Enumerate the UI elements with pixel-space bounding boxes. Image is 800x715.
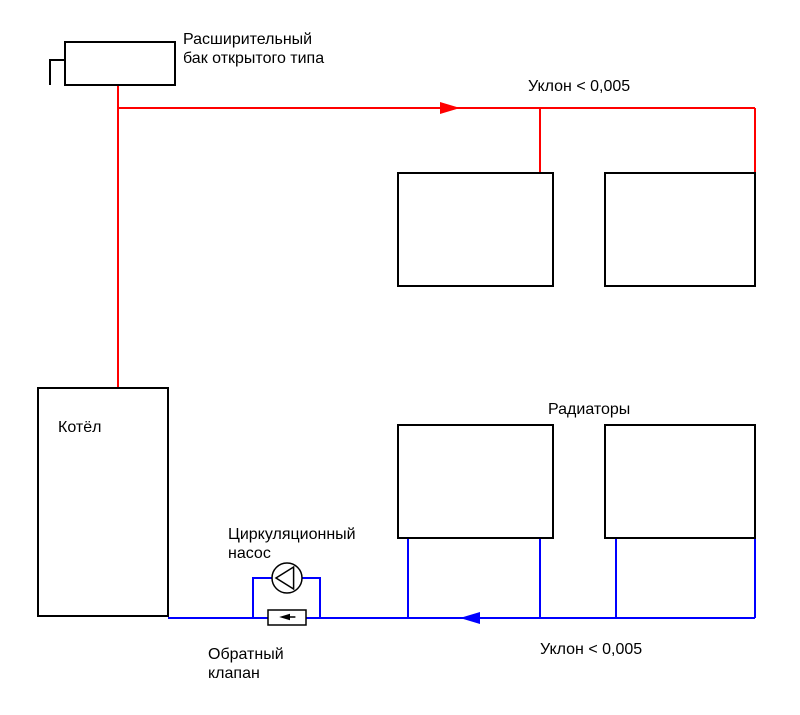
label-expansion-tank: Расширительный бак открытого типа (183, 30, 324, 68)
arrow-return_header (460, 612, 480, 624)
label-check-valve: Обратный клапан (208, 645, 284, 683)
radiator-bottom-right (605, 425, 755, 538)
radiator-top-left (398, 173, 553, 286)
label-pump: Циркуляционный насос (228, 525, 356, 563)
arrow-top_header (440, 102, 460, 114)
label-slope-top: Уклон < 0,005 (528, 77, 630, 96)
heating-diagram (0, 0, 800, 715)
expansion-tank (65, 42, 175, 85)
radiator-top-right (605, 173, 755, 286)
label-boiler: Котёл (58, 418, 101, 437)
label-slope-bottom: Уклон < 0,005 (540, 640, 642, 659)
pipe-tank_inlet (50, 60, 65, 85)
radiator-bottom-left (398, 425, 553, 538)
label-radiators: Радиаторы (548, 400, 630, 419)
